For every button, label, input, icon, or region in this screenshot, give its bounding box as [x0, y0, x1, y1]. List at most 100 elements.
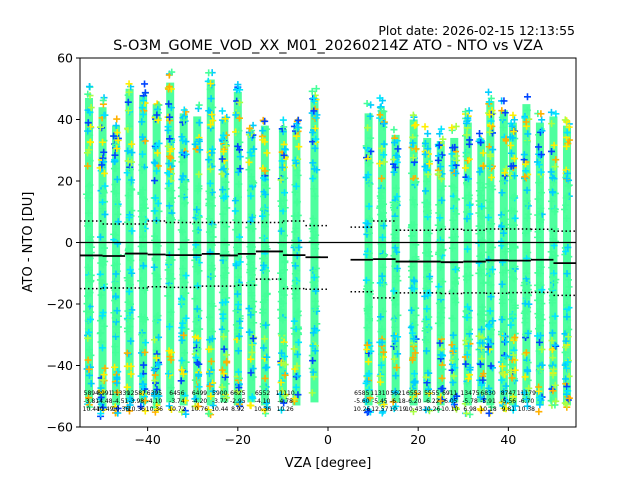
data-point	[509, 406, 517, 414]
data-point	[219, 210, 227, 218]
data-point	[312, 135, 320, 143]
data-column	[231, 81, 244, 410]
data-point	[141, 339, 149, 347]
data-point	[218, 366, 226, 374]
data-point	[534, 233, 542, 241]
data-point	[421, 123, 429, 131]
data-point	[234, 273, 242, 281]
data-point	[535, 408, 543, 416]
data-point	[218, 170, 226, 178]
data-point	[547, 108, 555, 116]
data-point	[312, 287, 320, 295]
data-point	[177, 377, 185, 385]
data-point	[498, 280, 506, 288]
data-point	[261, 117, 269, 125]
data-point	[377, 240, 385, 248]
data-point	[562, 201, 570, 209]
data-point	[139, 97, 147, 105]
data-point	[410, 370, 418, 378]
data-point	[463, 245, 471, 253]
data-point	[85, 394, 93, 402]
data-point	[410, 318, 418, 326]
data-point	[478, 355, 486, 363]
data-point	[97, 384, 105, 392]
data-point	[166, 165, 174, 173]
data-point	[236, 398, 244, 406]
column-stat-label: -5.56	[501, 398, 517, 405]
data-point	[281, 174, 289, 182]
data-point	[476, 179, 484, 187]
data-point	[451, 206, 459, 214]
data-point	[259, 116, 267, 124]
data-point	[498, 223, 506, 231]
data-point	[510, 192, 518, 200]
data-point	[426, 273, 434, 281]
data-point	[390, 126, 398, 134]
y-tick-label: −40	[47, 358, 73, 373]
data-point	[362, 276, 370, 284]
data-point	[293, 199, 301, 207]
data-point	[259, 298, 267, 306]
data-point	[85, 346, 93, 354]
data-point	[222, 298, 230, 306]
data-point	[362, 285, 370, 293]
data-point	[409, 111, 417, 119]
data-point	[138, 331, 146, 339]
data-point	[437, 263, 445, 271]
data-point	[551, 381, 559, 389]
column-stat-label: 12.57	[371, 406, 388, 413]
chart-title: S-O3M_GOME_VOD_XX_M01_20260214Z ATO - NT…	[113, 38, 543, 54]
data-point	[501, 207, 509, 215]
data-point	[247, 173, 255, 181]
data-point	[100, 189, 108, 197]
data-point	[128, 227, 136, 235]
data-point	[422, 239, 430, 247]
data-point	[167, 270, 175, 278]
data-point	[466, 201, 474, 209]
data-point	[193, 261, 201, 269]
data-point	[463, 131, 471, 139]
data-point	[181, 349, 189, 357]
data-point	[99, 376, 107, 384]
data-point	[549, 273, 557, 281]
data-point	[451, 364, 459, 372]
data-point	[551, 401, 559, 409]
data-point	[235, 114, 243, 122]
data-point	[153, 405, 161, 413]
data-point	[293, 240, 301, 248]
data-point	[535, 179, 543, 187]
data-point	[125, 245, 133, 253]
data-point	[536, 338, 544, 346]
data-point	[309, 227, 317, 235]
data-point	[207, 95, 215, 103]
data-point	[502, 165, 510, 173]
data-point	[114, 210, 122, 218]
data-point	[209, 387, 217, 395]
data-point	[113, 115, 121, 123]
data-point	[309, 159, 317, 167]
data-point	[260, 261, 268, 269]
data-point	[178, 357, 186, 365]
data-point	[220, 272, 228, 280]
data-point	[424, 170, 432, 178]
data-point	[463, 124, 471, 132]
data-point	[87, 138, 95, 146]
data-point	[536, 393, 544, 401]
data-point	[563, 255, 571, 263]
data-point	[410, 221, 418, 229]
data-point	[437, 125, 445, 133]
data-point	[311, 124, 319, 132]
data-point	[263, 184, 271, 192]
data-point	[205, 370, 213, 378]
data-point	[378, 186, 386, 194]
data-point	[209, 233, 217, 241]
data-point	[293, 167, 301, 175]
data-point	[179, 362, 187, 370]
data-point	[247, 402, 255, 410]
data-point	[236, 86, 244, 94]
data-point	[85, 146, 93, 154]
data-point	[96, 123, 104, 131]
data-point	[208, 188, 216, 196]
data-point	[245, 158, 253, 166]
data-point	[86, 181, 94, 189]
